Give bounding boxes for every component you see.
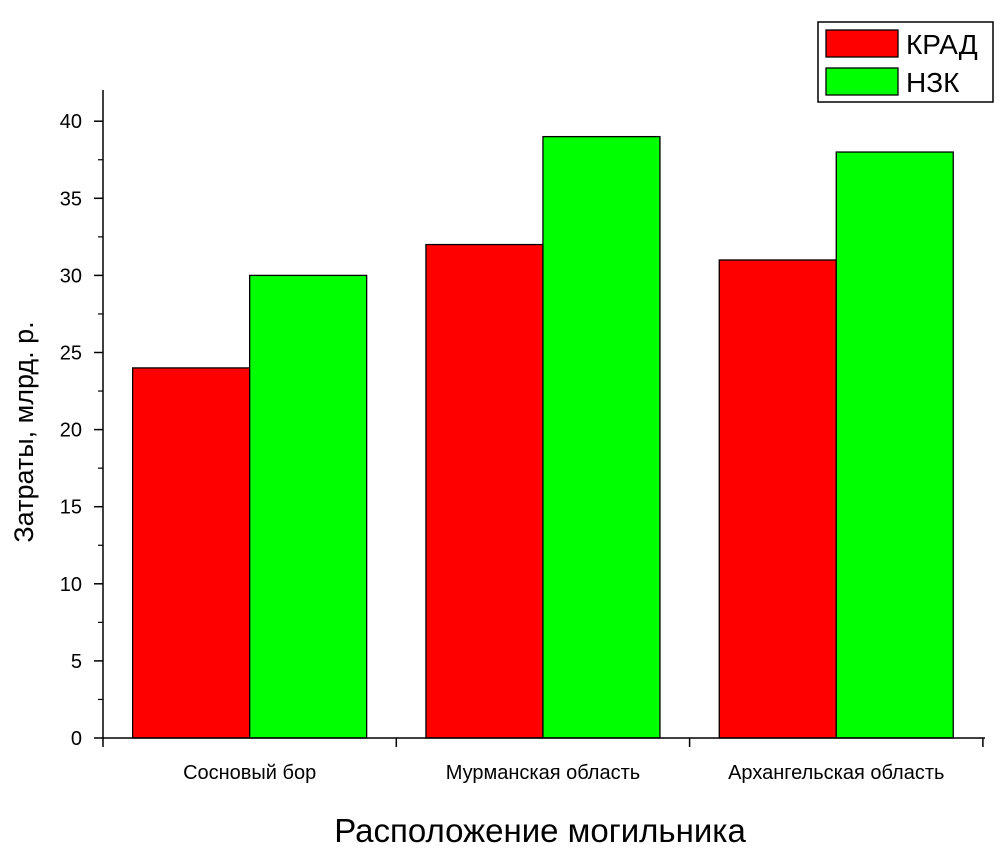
legend-label-0: КРАД	[906, 29, 978, 60]
y-tick-label-7: 35	[60, 188, 82, 210]
legend-swatch-0	[825, 29, 899, 58]
bar-nzk-0	[248, 274, 368, 739]
bar-krad-1	[425, 243, 544, 739]
y-tick-label-0: 0	[71, 728, 82, 750]
axes-layer: 0 5 10 15 20 25 30 35 40 Сосновый бор Мурманская о…	[60, 90, 985, 784]
y-tick-label-3: 15	[60, 497, 82, 519]
y-tick-label-6: 30	[60, 265, 82, 287]
x-tick-label-0: Сосновый бор	[183, 762, 316, 784]
bar-nzk-1	[542, 135, 661, 739]
legend-label-1: НЗК	[906, 67, 960, 98]
legend: КРАД НЗК	[817, 21, 994, 103]
y-tick-label-2: 10	[60, 574, 82, 596]
y-tick-label-5: 25	[60, 343, 82, 365]
x-tick-label-2: Архангельская область	[728, 762, 944, 784]
bar-nzk-2	[835, 151, 954, 739]
bar-krad-0	[131, 367, 251, 739]
x-tick-label-1: Мурманская область	[446, 762, 640, 784]
legend-swatch-1	[825, 67, 899, 96]
y-tick-label-4: 20	[60, 420, 82, 442]
x-axis-title: Расположение могильника	[334, 812, 746, 849]
bars-layer	[131, 135, 954, 739]
y-tick-label-1: 5	[71, 651, 82, 673]
y-tick-label-8: 40	[60, 111, 82, 133]
bar-krad-2	[718, 259, 837, 739]
y-axis-title: Затраты, млрд. р.	[9, 321, 39, 542]
